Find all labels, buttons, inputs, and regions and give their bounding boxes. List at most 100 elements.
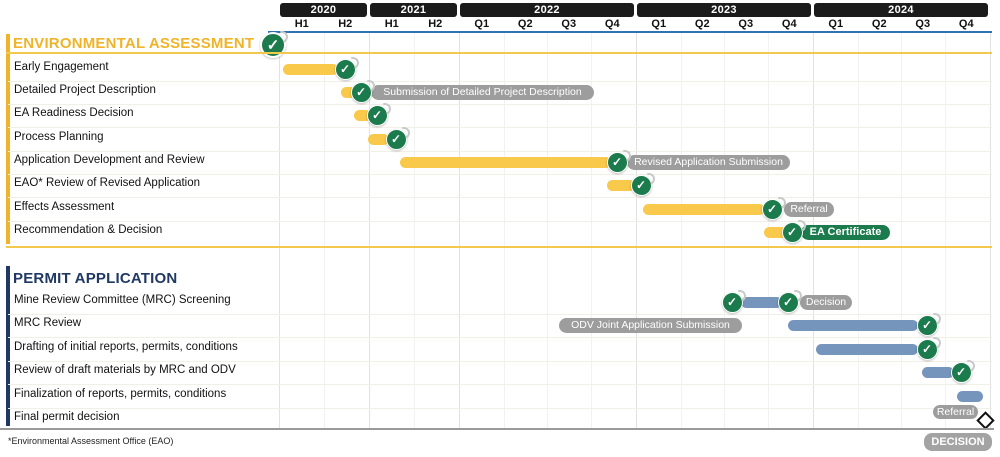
chart-bottom-line [0, 428, 994, 430]
task-label: Finalization of reports, permits, condit… [14, 388, 227, 400]
milestone-pill: Submission of Detailed Project Descripti… [371, 84, 594, 100]
row-separator [8, 80, 992, 82]
gantt-bar [643, 203, 765, 215]
task-label: Early Engagement [14, 61, 109, 73]
decision-pill-label: DECISION [931, 436, 985, 448]
permit-section-accent-bar [6, 266, 10, 426]
row-separator [8, 407, 992, 409]
task-label: Final permit decision [14, 411, 120, 423]
row-separator [8, 126, 992, 128]
gantt-bar [283, 63, 338, 75]
quarter-gridline [547, 33, 548, 428]
milestone-pill: Decision [800, 294, 852, 310]
quarter-gridline [680, 33, 682, 428]
period-label-2020-H1: H1 [294, 18, 309, 30]
checkmark-icon: ✓ [761, 198, 783, 220]
period-label-2022-Q3: Q3 [561, 18, 577, 30]
section-title-environmental-assessment: ENVIRONMENTAL ASSESSMENT [13, 35, 254, 52]
task-label: Process Planning [14, 131, 104, 143]
row-separator [8, 103, 992, 105]
gantt-bar [764, 226, 787, 238]
gantt-bar [922, 366, 954, 378]
period-label-2020-H2: H2 [338, 18, 353, 30]
gantt-bar [400, 156, 611, 168]
section-title-text: PERMIT APPLICATION [13, 270, 178, 287]
quarter-gridline [944, 33, 946, 428]
checkmark-icon: ✓ [350, 81, 372, 103]
period-label-2022-Q1: Q1 [474, 18, 490, 30]
milestone-pill-green: EA Certificate [801, 224, 890, 240]
checkmark-icon: ✓ [916, 338, 938, 360]
gantt-bar [354, 109, 371, 121]
milestone-pill: Referral [784, 201, 834, 217]
milestone-pill: Referral [933, 405, 978, 419]
gantt-bar [368, 133, 389, 145]
checkmark-icon: ✓ [366, 104, 388, 126]
row-separator [8, 173, 992, 175]
task-label: Effects Assessment [14, 201, 115, 213]
row-separator [8, 196, 992, 198]
period-label-2024-Q4: Q4 [958, 18, 974, 30]
period-label-2023-Q3: Q3 [738, 18, 754, 30]
period-label-2024-Q1: Q1 [828, 18, 844, 30]
task-label: Mine Review Committee (MRC) Screening [14, 294, 231, 306]
row-separator [8, 220, 992, 222]
ea-section-accent-bar [6, 34, 10, 244]
quarter-gridline [413, 33, 415, 428]
period-label-2023-Q1: Q1 [651, 18, 667, 30]
quarter-gridline [901, 33, 902, 428]
year-header-2022: 2022 [460, 3, 634, 17]
section-title-permit-application: PERMIT APPLICATION [13, 270, 177, 287]
milestone-pill: Revised Application Submission [627, 154, 790, 170]
quarter-gridline [503, 33, 505, 428]
checkmark-icon: ✓ [385, 128, 407, 150]
row-separator [8, 150, 992, 152]
gantt-bar [816, 343, 918, 355]
checkmark-icon: ✓ [781, 221, 803, 243]
checkmark-icon: ✓ [777, 291, 799, 313]
checkmark-icon: ✓ [721, 291, 743, 313]
ea-section-topline [6, 52, 992, 54]
period-label-2023-Q2: Q2 [694, 18, 710, 30]
task-label: Recommendation & Decision [14, 224, 163, 236]
gantt-bar [741, 296, 782, 308]
year-header-2024: 2024 [814, 3, 988, 17]
section-title-text: ENVIRONMENTAL ASSESSMENT [13, 35, 255, 52]
header-underline [268, 31, 992, 33]
task-label: MRC Review [14, 317, 82, 329]
period-label-2024-Q3: Q3 [915, 18, 931, 30]
task-label: Application Development and Review [14, 154, 205, 166]
row-separator [8, 383, 992, 385]
period-label-2024-Q2: Q2 [871, 18, 887, 30]
year-header-2020: 2020 [280, 3, 367, 17]
period-label-2021-H1: H1 [384, 18, 399, 30]
year-gridline [368, 33, 370, 428]
checkmark-icon: ✓ [334, 58, 356, 80]
year-gridline [278, 33, 280, 428]
period-label-2021-H2: H2 [428, 18, 443, 30]
milestone-pill: ODV Joint Application Submission [559, 317, 742, 333]
task-label: EAO* Review of Revised Application [14, 177, 201, 189]
check-icon: ✓ [260, 32, 286, 58]
period-label-2022-Q4: Q4 [604, 18, 620, 30]
year-header-2023: 2023 [637, 3, 811, 17]
year-gridline [458, 33, 460, 428]
quarter-gridline [724, 33, 725, 428]
gantt-bar [957, 390, 983, 402]
task-label: Drafting of initial reports, permits, co… [14, 341, 238, 353]
gantt-bar [607, 179, 635, 191]
task-label: EA Readiness Decision [14, 107, 134, 119]
footnote: *Environmental Assessment Office (EAO) [8, 436, 174, 446]
checkmark-icon: ✓ [630, 174, 652, 196]
decision-pill: DECISION [924, 433, 992, 451]
row-separator [8, 313, 992, 315]
period-label-2022-Q2: Q2 [517, 18, 533, 30]
gantt-bar [788, 319, 918, 331]
row-separator [8, 336, 992, 338]
checkmark-icon: ✓ [950, 361, 972, 383]
period-label-2023-Q4: Q4 [781, 18, 797, 30]
year-gridline [635, 33, 637, 428]
row-separator [8, 360, 992, 362]
quarter-gridline [590, 33, 592, 428]
